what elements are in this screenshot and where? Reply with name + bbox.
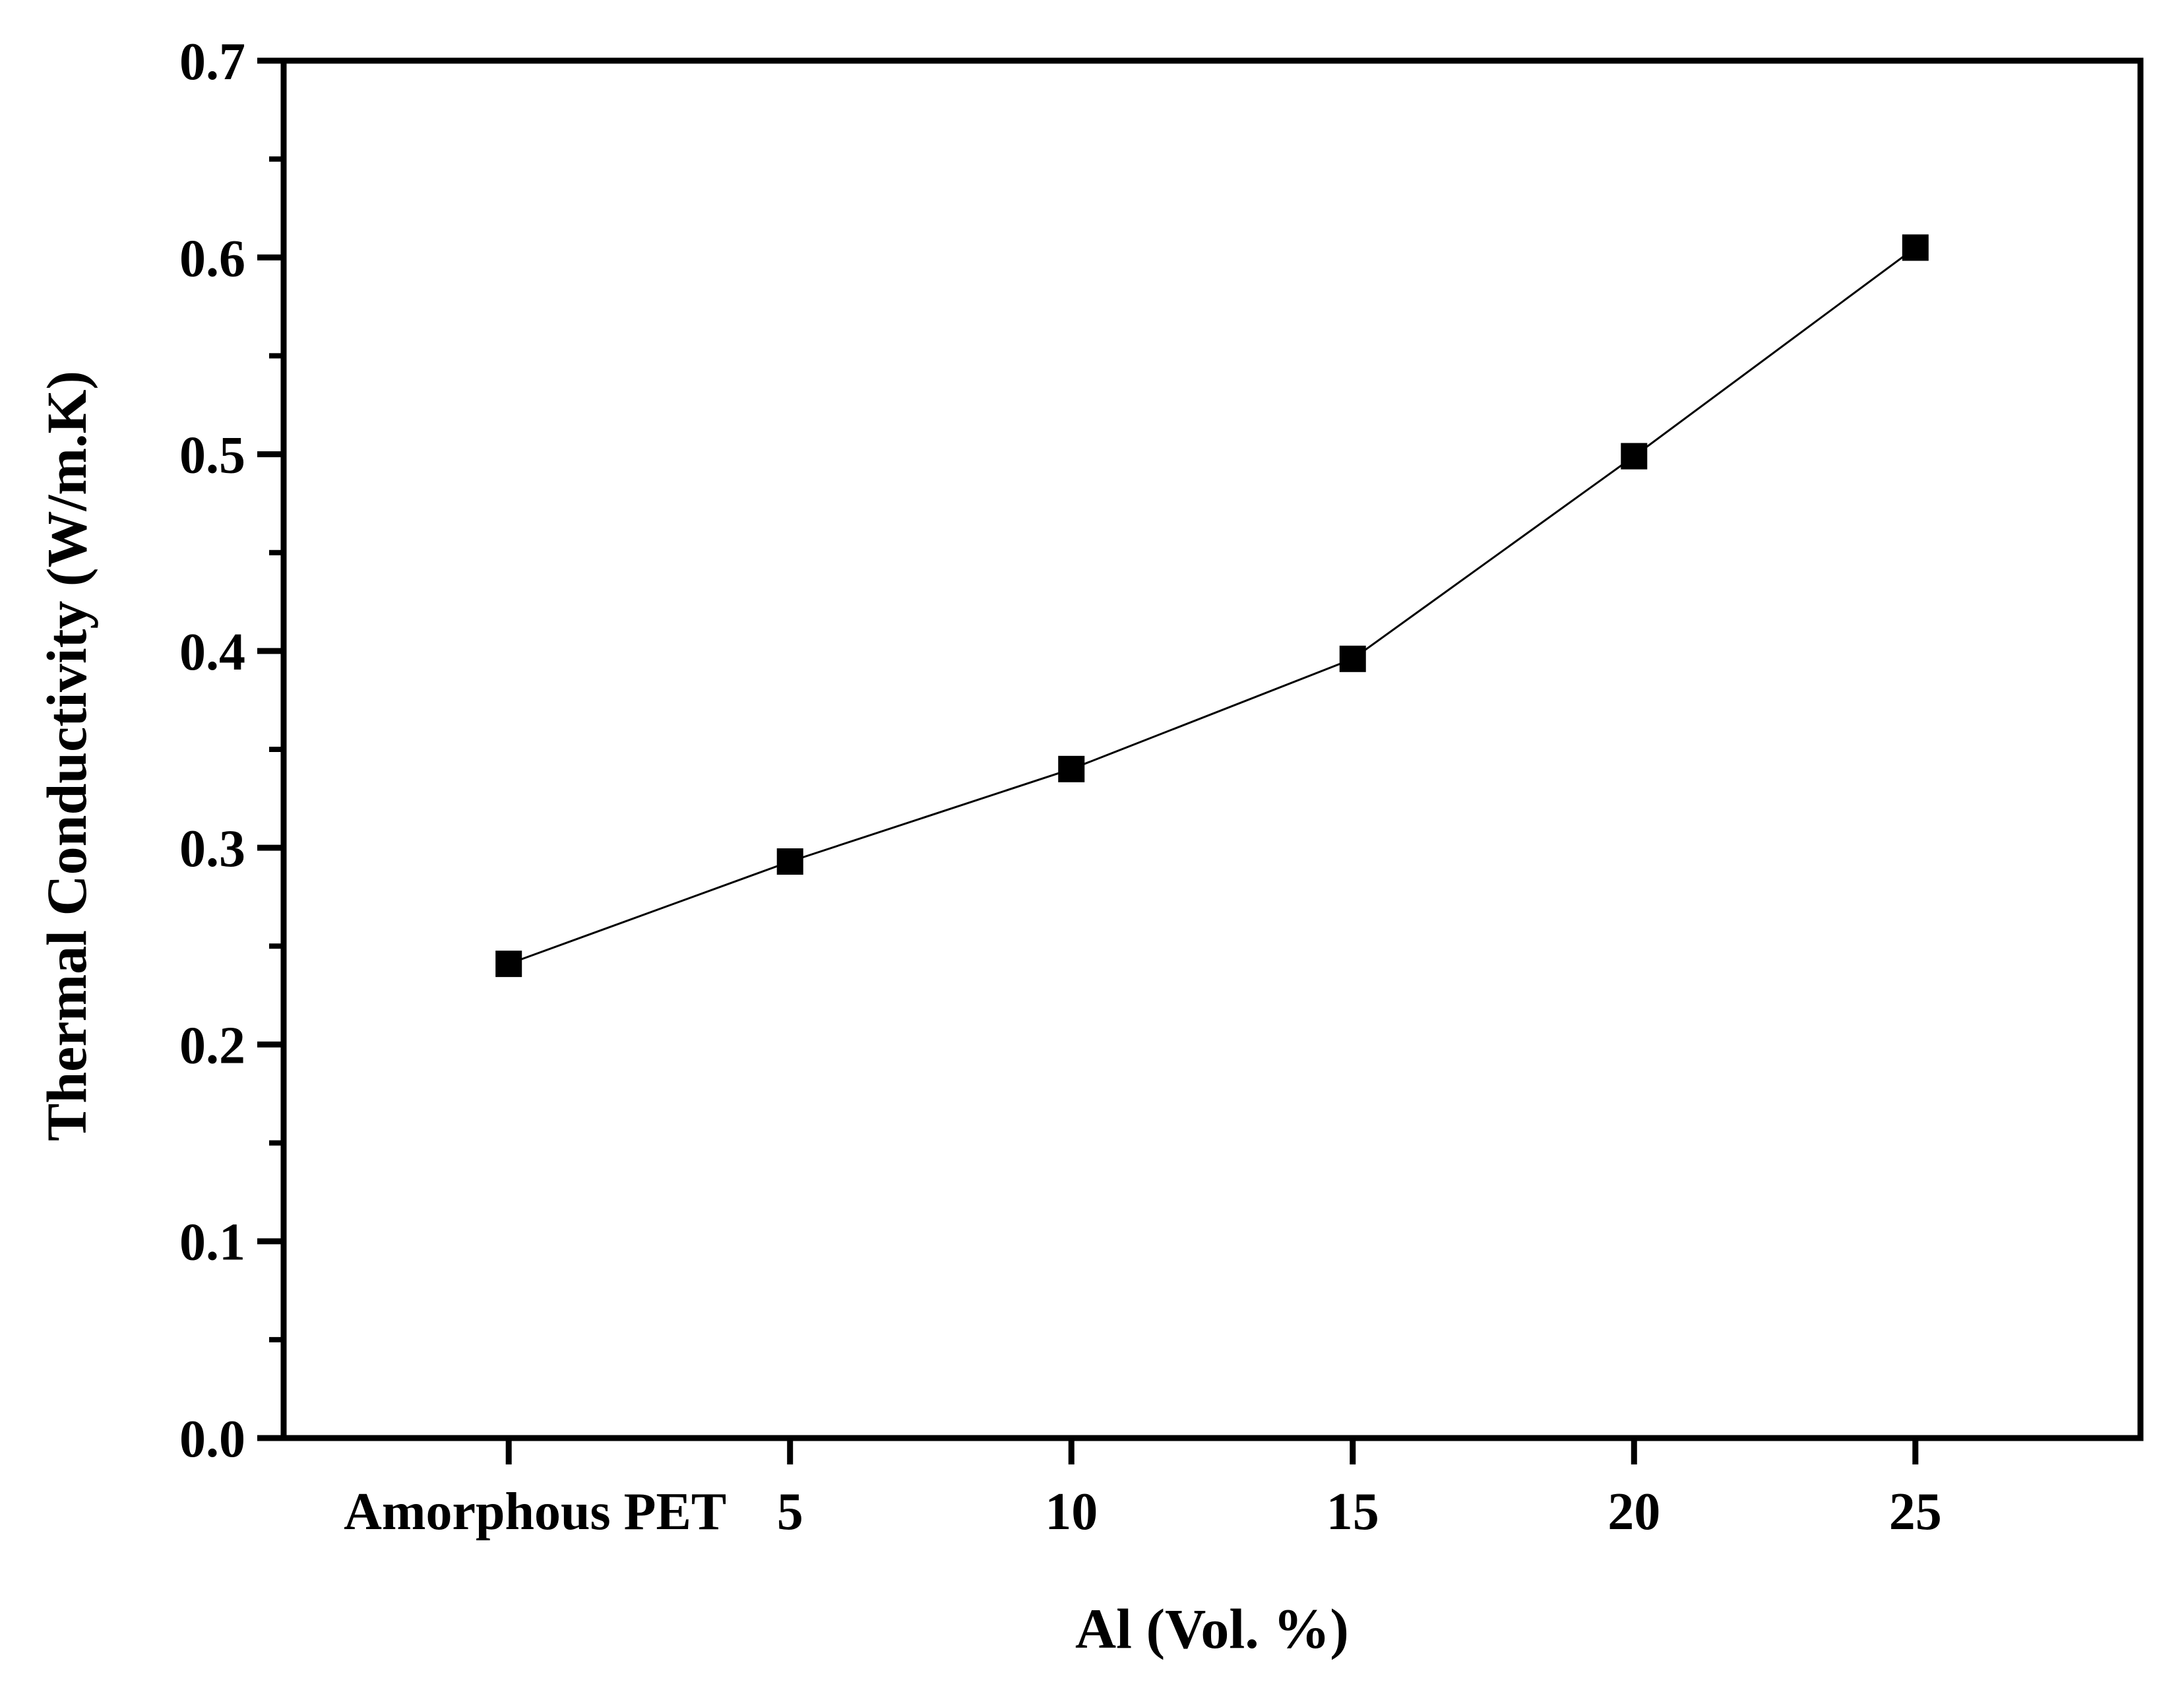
x-tick-label: 5 — [777, 1483, 803, 1541]
plot-frame — [280, 57, 2144, 1441]
data-point-marker — [1902, 234, 1929, 261]
y-tick-label: 0.6 — [179, 230, 245, 288]
data-point-marker — [1621, 443, 1648, 470]
x-tick-label: 25 — [1889, 1483, 1942, 1541]
y-axis-tick-labels: 0.0 0.1 0.2 0.3 0.4 0.5 0.6 0.7 — [179, 33, 245, 1468]
y-tick-label: 0.4 — [179, 623, 245, 681]
y-tick-label: 0.7 — [179, 33, 245, 91]
y-tick-label: 0.0 — [179, 1410, 245, 1468]
data-point-marker — [776, 848, 803, 875]
series-line — [508, 247, 1916, 965]
x-axis-tick-labels: Amorphous PET 5 10 15 20 25 — [344, 1483, 1942, 1541]
x-axis-label: Al (Vol. %) — [1075, 1597, 1349, 1660]
x-tick-label: Amorphous PET — [344, 1483, 726, 1541]
y-axis-label: Thermal Conductivity (W/m.K) — [35, 371, 98, 1141]
data-point-marker — [1339, 645, 1366, 672]
data-point-marker — [495, 951, 522, 978]
x-tick-label: 20 — [1607, 1483, 1660, 1541]
y-tick-label: 0.3 — [179, 820, 245, 878]
data-series — [495, 234, 1929, 978]
x-tick-label: 10 — [1045, 1483, 1098, 1541]
data-point-marker — [1058, 755, 1085, 782]
y-tick-label: 0.2 — [179, 1017, 245, 1075]
y-axis-ticks — [257, 57, 284, 1441]
y-tick-label: 0.1 — [179, 1214, 245, 1272]
y-tick-label: 0.5 — [179, 427, 245, 485]
x-axis-ticks — [505, 1438, 1919, 1464]
x-tick-label: 15 — [1326, 1483, 1379, 1541]
